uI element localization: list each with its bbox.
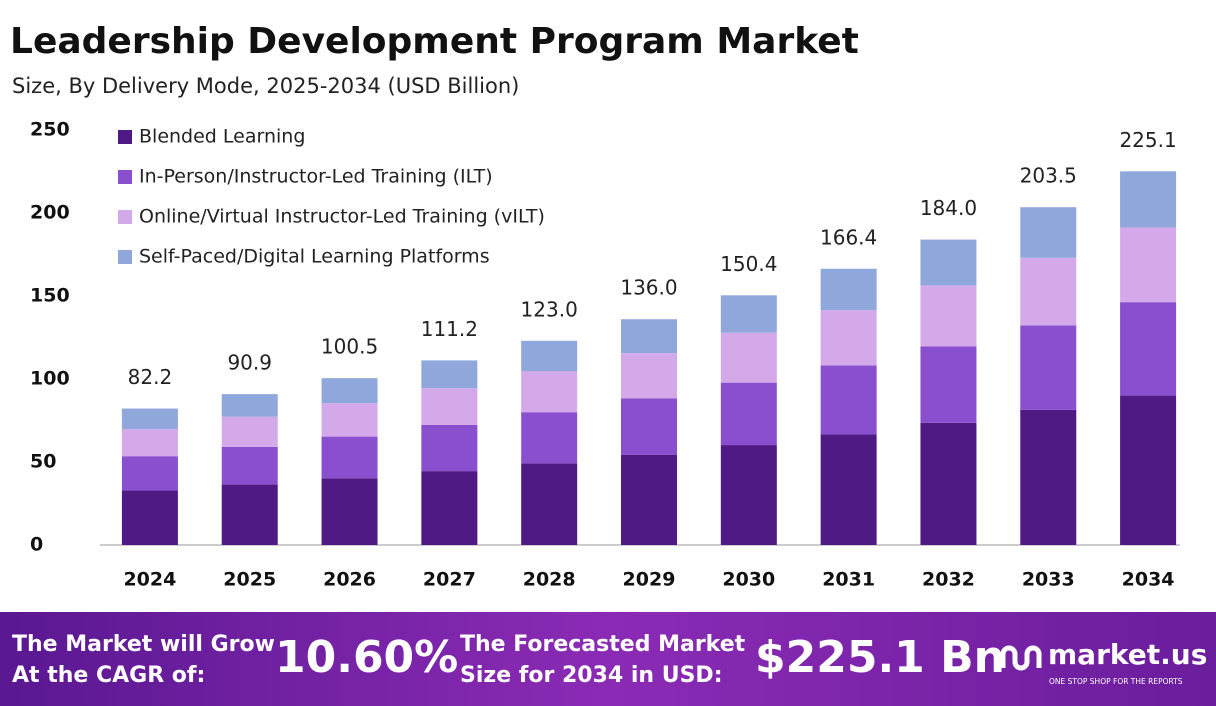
bar-segment	[720, 332, 777, 383]
cagr-text: The Market will Grow	[12, 632, 275, 657]
bar-segment	[820, 434, 877, 545]
x-tick-label: 2028	[523, 569, 576, 591]
bar-segment	[1020, 325, 1077, 410]
bar-segment	[820, 268, 877, 311]
bar-segment	[621, 454, 677, 545]
bar-segment	[720, 382, 777, 446]
bar-segment	[221, 484, 278, 545]
legend-label: In-Person/Instructor-Led Training (ILT)	[139, 166, 493, 188]
total-label: 203.5	[1020, 164, 1077, 188]
x-tick-label: 2027	[423, 569, 476, 591]
bar-segment	[1120, 302, 1177, 396]
y-tick-label: 0	[30, 534, 43, 556]
bar-segment	[621, 319, 677, 354]
y-tick-label: 250	[30, 119, 70, 141]
x-tick-label: 2034	[1122, 569, 1175, 591]
bar-segment	[221, 394, 278, 417]
bar-segment	[521, 463, 578, 545]
total-label: 90.9	[227, 351, 272, 375]
bar-segment	[421, 360, 478, 389]
y-tick-label: 150	[30, 285, 70, 307]
bar-segment	[720, 445, 777, 545]
y-tick-label: 50	[30, 451, 56, 473]
legend-swatch	[118, 250, 132, 264]
bar-segment	[720, 295, 777, 333]
cagr-value: 10.60%	[275, 632, 458, 683]
bar-segment	[1120, 171, 1177, 228]
bar-segment	[920, 346, 977, 423]
legend-label: Online/Virtual Instructor-Led Training (…	[139, 206, 545, 228]
chart-title: Leadership Development Program Market	[10, 21, 859, 62]
x-tick-label: 2025	[223, 569, 276, 591]
bar-segment	[421, 471, 478, 545]
bar-segment	[521, 371, 578, 413]
total-label: 136.0	[620, 276, 677, 300]
bar-segment	[221, 446, 278, 485]
forecast-text: Size for 2034 in USD:	[460, 663, 723, 688]
total-label: 150.4	[720, 252, 777, 276]
bar-segment	[920, 285, 977, 347]
x-tick-label: 2026	[323, 569, 376, 591]
bar-segment	[1020, 207, 1077, 258]
x-tick-label: 2024	[123, 569, 176, 591]
forecast-text: The Forecasted Market	[460, 632, 746, 657]
footer-banner	[0, 612, 1216, 706]
x-tick-label: 2032	[922, 569, 975, 591]
bar-segment	[621, 353, 677, 399]
legend-label: Blended Learning	[139, 126, 305, 148]
bar-segment	[1120, 227, 1177, 303]
x-tick-label: 2031	[822, 569, 875, 591]
legend-swatch	[118, 130, 132, 144]
y-tick-label: 200	[30, 202, 70, 224]
bar-segment	[1020, 257, 1077, 326]
bar-segment	[121, 490, 178, 545]
bar-segment	[321, 478, 378, 545]
y-tick-label: 100	[30, 368, 70, 390]
bar-segment	[121, 408, 178, 429]
total-label: 100.5	[321, 335, 378, 359]
legend-swatch	[118, 170, 132, 184]
bar-segment	[521, 412, 578, 464]
x-tick-label: 2033	[1022, 569, 1075, 591]
bar-segment	[920, 422, 977, 545]
x-tick-label: 2029	[623, 569, 676, 591]
bar-segment	[321, 436, 378, 479]
bar-segment	[121, 456, 178, 491]
brand-name: market.us	[1048, 638, 1207, 671]
total-label: 225.1	[1119, 128, 1176, 152]
cagr-text: At the CAGR of:	[12, 663, 205, 688]
total-label: 166.4	[820, 225, 877, 249]
bar-segment	[920, 239, 977, 286]
bar-segment	[421, 424, 478, 472]
bar-segment	[1020, 409, 1077, 545]
bar-segment	[421, 388, 478, 425]
total-label: 123.0	[521, 297, 578, 321]
bar-segment	[1120, 395, 1177, 545]
bar-segment	[621, 398, 677, 455]
bar-segment	[820, 310, 877, 366]
legend-label: Self-Paced/Digital Learning Platforms	[139, 246, 490, 268]
bar-segment	[521, 340, 578, 372]
total-label: 82.2	[128, 365, 173, 389]
total-label: 184.0	[920, 196, 977, 220]
total-label: 111.2	[421, 317, 478, 341]
bar-segment	[820, 365, 877, 435]
legend-swatch	[118, 210, 132, 224]
bar-segment	[321, 403, 378, 437]
bar-segment	[321, 378, 378, 404]
bar-segment	[121, 428, 178, 457]
forecast-value: $225.1 Bn	[755, 632, 1005, 683]
brand-tagline: ONE STOP SHOP FOR THE REPORTS	[1049, 677, 1183, 686]
bar-segment	[221, 416, 278, 447]
chart-subtitle: Size, By Delivery Mode, 2025-2034 (USD B…	[12, 74, 519, 98]
brand-logo	[1000, 645, 1042, 671]
x-tick-label: 2030	[722, 569, 775, 591]
